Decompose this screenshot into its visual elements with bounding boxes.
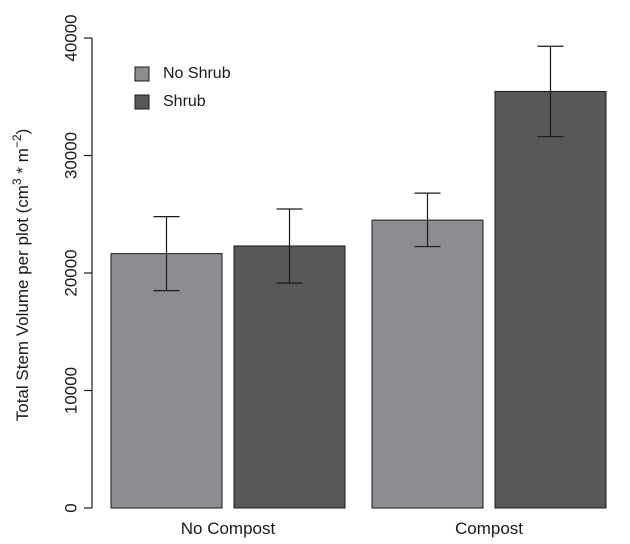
bar-shrub-no-compost	[234, 246, 345, 508]
y-ticks: 0 10000 20000 30000 40000	[61, 14, 92, 512]
y-axis: 0 10000 20000 30000 40000	[61, 14, 92, 512]
x-tick-label: No Compost	[181, 519, 276, 538]
legend-label-no-shrub: No Shrub	[163, 65, 231, 82]
y-tick-label: 0	[61, 503, 80, 512]
y-axis-label-end: )	[13, 129, 32, 135]
y-tick-label: 20000	[61, 249, 80, 296]
y-axis-label-sup2: −2	[10, 134, 24, 148]
y-tick-label: 10000	[61, 367, 80, 414]
bars	[111, 91, 606, 508]
x-axis: No Compost Compost	[181, 519, 524, 538]
bar-no-shrub-no-compost	[111, 254, 222, 508]
y-axis-label-main: Total Stem Volume per plot (cm	[13, 185, 32, 421]
y-axis-label-mid: * m	[13, 148, 32, 178]
y-tick-label: 30000	[61, 132, 80, 179]
bar-shrub-compost	[495, 91, 606, 508]
legend-label-shrub: Shrub	[163, 93, 206, 110]
y-axis-label: Total Stem Volume per plot (cm3 * m−2)	[10, 129, 32, 422]
y-tick-label: 40000	[61, 14, 80, 61]
x-tick-label: Compost	[455, 519, 523, 538]
bar-no-shrub-compost	[372, 220, 483, 508]
legend-swatch-shrub	[135, 95, 149, 109]
legend: No Shrub Shrub	[135, 65, 231, 110]
legend-swatch-no-shrub	[135, 67, 149, 81]
